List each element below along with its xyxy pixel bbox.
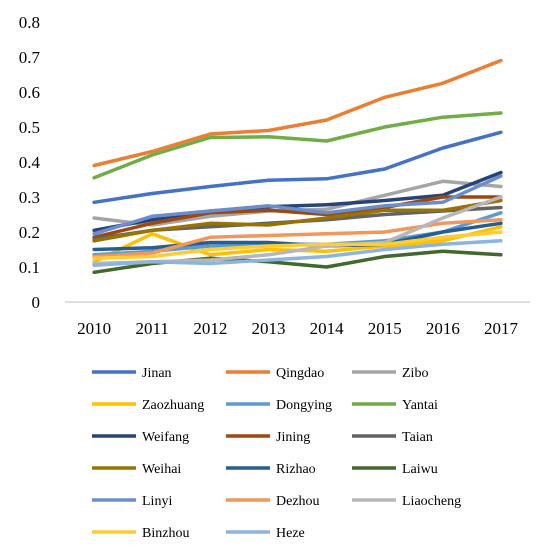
legend-item-liaocheng: Liaocheng — [352, 494, 461, 509]
legend-label: Liaocheng — [402, 494, 461, 509]
series-line-qingdao — [92, 58, 503, 168]
legend-item-jinan: Jinan — [92, 366, 172, 381]
series-line-binzhou — [92, 230, 503, 261]
x-tick-label: 2017 — [484, 319, 519, 338]
y-tick-label: 0.8 — [19, 13, 40, 32]
legend-item-qingdao: Qingdao — [226, 366, 324, 381]
legend-item-weihai: Weihai — [92, 462, 181, 477]
y-tick-label: 0.4 — [19, 153, 41, 172]
series-line-linyi — [92, 174, 503, 236]
x-tick-label: 2013 — [251, 319, 285, 338]
legend-item-laiwu: Laiwu — [352, 462, 438, 477]
legend-label: Dezhou — [276, 494, 320, 509]
series-line-heze — [92, 239, 503, 268]
legend-label: Yantai — [402, 398, 438, 413]
legend-label: Heze — [276, 526, 305, 541]
y-tick-label: 0.1 — [19, 258, 40, 277]
legend-item-jining: Jining — [226, 430, 310, 445]
legend-item-linyi: Linyi — [92, 494, 172, 509]
legend-label: Jinan — [142, 366, 172, 381]
legend-item-dongying: Dongying — [226, 398, 332, 413]
x-tick-label: 2015 — [368, 319, 402, 338]
legend-label: Qingdao — [276, 366, 324, 381]
series-lines — [92, 58, 503, 275]
legend-label: Linyi — [142, 494, 172, 509]
y-tick-label: 0.2 — [19, 223, 40, 242]
legend-item-zaozhuang: Zaozhuang — [92, 398, 204, 413]
legend-item-weifang: Weifang — [92, 430, 189, 445]
y-tick-label: 0.3 — [19, 188, 40, 207]
series-line-weihai — [92, 198, 503, 243]
x-tick-label: 2010 — [77, 319, 111, 338]
y-tick-labels: 0 0.1 0.2 0.3 0.4 0.5 0.6 0.7 0.8 — [19, 13, 41, 312]
x-tick-label: 2012 — [193, 319, 227, 338]
legend-item-binzhou: Binzhou — [92, 526, 189, 541]
y-tick-label: 0.5 — [19, 118, 40, 137]
legend-label: Jining — [276, 430, 310, 445]
series-line-weifang — [92, 170, 503, 233]
x-tick-label: 2014 — [310, 319, 345, 338]
x-tick-label: 2016 — [426, 319, 460, 338]
legend-label: Zibo — [402, 366, 428, 381]
legend-item-rizhao: Rizhao — [226, 462, 316, 477]
legend-item-yantai: Yantai — [352, 398, 438, 413]
legend-item-zibo: Zibo — [352, 366, 428, 381]
legend-item-heze: Heze — [226, 526, 305, 541]
series-line-yantai — [92, 111, 503, 180]
legend-label: Zaozhuang — [142, 398, 204, 413]
legend-label: Dongying — [276, 398, 332, 413]
x-tick-label: 2011 — [136, 319, 169, 338]
series-line-jining — [92, 195, 503, 240]
y-tick-label: 0 — [32, 293, 41, 312]
legend-label: Taian — [402, 430, 433, 445]
x-tick-labels: 2010 2011 2012 2013 2014 2015 2016 2017 — [77, 319, 518, 338]
series-line-jinan — [92, 130, 503, 205]
y-tick-label: 0.6 — [19, 83, 40, 102]
legend-label: Laiwu — [402, 462, 438, 477]
y-tick-label: 0.7 — [19, 48, 41, 67]
series-line-dezhou — [92, 218, 503, 259]
legend-label: Weihai — [142, 462, 181, 477]
legend-item-dezhou: Dezhou — [226, 494, 320, 509]
legend-label: Rizhao — [276, 462, 316, 477]
legend-label: Weifang — [142, 430, 189, 445]
legend-item-taian: Taian — [352, 430, 433, 445]
legend-label: Binzhou — [142, 526, 189, 541]
legend: Jinan Qingdao Zibo Zaozhuang Dongying Yantai W… — [92, 366, 461, 541]
